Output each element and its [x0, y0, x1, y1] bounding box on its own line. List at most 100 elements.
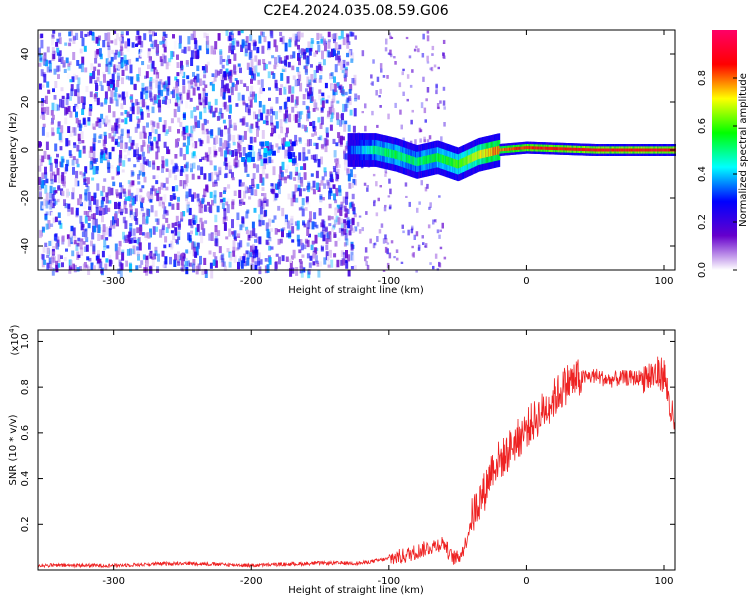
heatmap-cell — [340, 222, 344, 231]
heatmap-cell — [115, 125, 119, 134]
heatmap-cell — [321, 176, 325, 181]
heatmap-cell — [147, 232, 151, 239]
heatmap-cell — [166, 88, 170, 96]
heatmap-cell — [94, 50, 98, 59]
heatmap-cell — [72, 166, 75, 175]
heatmap-cell — [115, 99, 119, 107]
heatmap-cell — [329, 118, 333, 123]
heatmap-cell — [100, 85, 104, 91]
heatmap-cell — [140, 145, 144, 152]
heatmap-cell — [191, 173, 195, 180]
heatmap-cell — [364, 103, 367, 109]
heatmap-cell — [229, 43, 233, 51]
heatmap-cell — [340, 231, 344, 237]
heatmap-cell — [320, 116, 324, 125]
heatmap-cell — [214, 98, 218, 106]
heatmap-cell — [261, 193, 264, 197]
heatmap-y-tick-label: 20 — [20, 96, 31, 109]
heatmap-x-tick-label: 0 — [523, 276, 529, 287]
heatmap-cell — [55, 159, 58, 168]
heatmap-cell — [208, 173, 212, 182]
heatmap-cell — [177, 129, 180, 134]
heatmap-cell — [259, 173, 263, 183]
heatmap-cell — [278, 88, 282, 96]
heatmap-cell — [388, 206, 392, 210]
heatmap-cell — [268, 245, 272, 251]
heatmap-cell — [299, 239, 303, 246]
heatmap-cell — [366, 187, 369, 192]
heatmap-cell — [69, 235, 73, 245]
heatmap-cell — [125, 75, 129, 80]
heatmap-cell — [124, 64, 128, 71]
heatmap-cell — [398, 82, 402, 88]
heatmap-cell — [354, 93, 358, 99]
heatmap-cell — [80, 31, 84, 38]
heatmap-cell — [296, 111, 300, 118]
heatmap-cell — [411, 109, 414, 113]
heatmap-cell — [111, 73, 115, 82]
heatmap-cell — [93, 225, 97, 233]
heatmap-cell — [229, 150, 233, 156]
heatmap-cell — [177, 196, 180, 202]
heatmap-cell — [95, 255, 99, 261]
heatmap-cell — [262, 120, 266, 124]
heatmap-cell — [129, 224, 133, 230]
heatmap-cell — [100, 113, 104, 119]
heatmap-cell — [172, 89, 175, 99]
heatmap-cell — [223, 211, 227, 220]
heatmap-cell — [59, 146, 63, 151]
heatmap-cell — [232, 240, 236, 247]
heatmap-cell — [250, 245, 253, 252]
heatmap-cell — [212, 110, 216, 118]
heatmap-cell — [59, 222, 63, 229]
heatmap-cell — [283, 176, 287, 181]
heatmap-cell — [123, 236, 127, 243]
heatmap-cell — [244, 40, 248, 46]
heatmap-cell — [316, 231, 320, 240]
heatmap-cell — [376, 124, 379, 128]
heatmap-cell — [107, 83, 111, 92]
heatmap-cell — [126, 130, 130, 139]
heatmap-cell — [322, 38, 326, 46]
heatmap-cell — [53, 68, 57, 75]
heatmap-cell — [186, 201, 190, 206]
heatmap-cell — [259, 206, 263, 215]
heatmap-cell — [393, 56, 396, 59]
heatmap-cell — [177, 236, 181, 240]
heatmap-cell — [338, 85, 342, 90]
heatmap-cell — [99, 81, 103, 86]
heatmap-cell — [155, 44, 159, 53]
heatmap-cell — [272, 73, 276, 79]
heatmap-cell — [232, 45, 236, 51]
heatmap-cell — [113, 30, 117, 34]
heatmap-cell — [238, 144, 242, 152]
heatmap-cell — [442, 100, 446, 106]
heatmap-cell — [278, 185, 281, 195]
heatmap-cell — [321, 50, 324, 60]
heatmap-cell — [330, 259, 334, 268]
heatmap-cell — [236, 219, 240, 227]
heatmap-cell — [45, 141, 49, 150]
heatmap-cell — [184, 164, 187, 169]
heatmap-cell — [323, 137, 327, 147]
heatmap-cell — [311, 133, 315, 137]
heatmap-cell — [117, 246, 121, 255]
heatmap-cell — [88, 200, 92, 207]
heatmap-cell — [340, 201, 344, 208]
heatmap-cell — [443, 122, 446, 127]
heatmap-cell — [330, 112, 334, 119]
heatmap-cell — [204, 96, 208, 106]
heatmap-cell — [164, 40, 168, 47]
heatmap-cell — [84, 228, 88, 238]
heatmap-cell — [390, 240, 394, 244]
heatmap-cell — [337, 237, 341, 241]
heatmap-cell — [239, 138, 243, 144]
heatmap-cell — [93, 94, 97, 99]
heatmap-cell — [47, 89, 51, 94]
heatmap-cell — [174, 239, 178, 243]
heatmap-cell — [220, 254, 224, 260]
heatmap-cell — [136, 30, 140, 36]
heatmap-cell — [396, 257, 399, 261]
heatmap-cell — [148, 242, 151, 250]
heatmap-cell — [247, 157, 252, 163]
